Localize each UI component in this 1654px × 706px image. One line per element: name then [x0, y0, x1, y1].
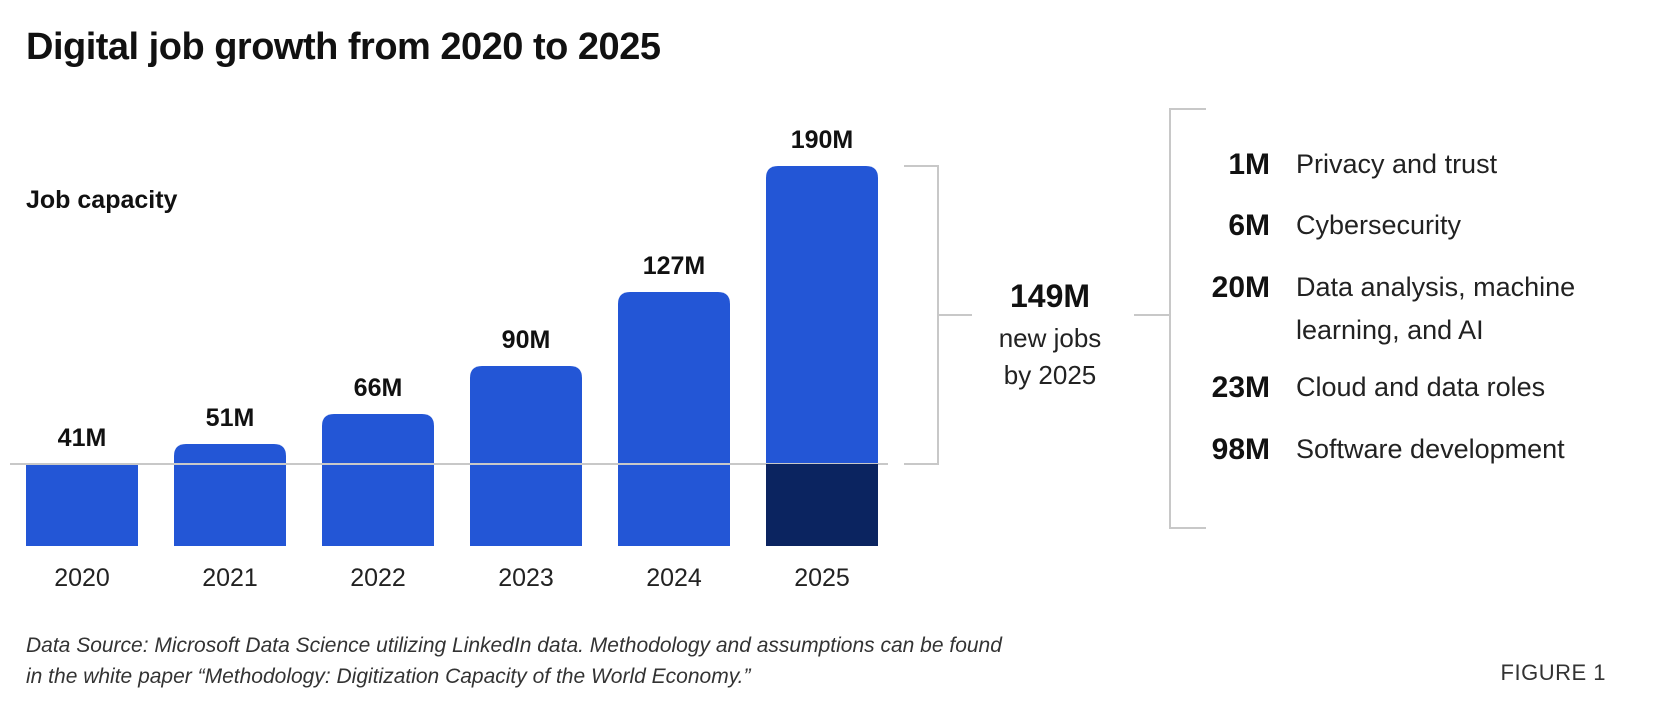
breakdown-item: 1M Privacy and trust	[1160, 146, 1640, 186]
breakdown-value: 98M	[1211, 433, 1270, 466]
new-jobs-caption-line: by 2025	[1003, 360, 1097, 390]
breakdown-value: 23M	[1211, 371, 1270, 404]
breakdown-value: 1M	[1228, 148, 1270, 181]
bar-2022	[322, 414, 434, 546]
bars-layer	[10, 166, 888, 546]
x-tick-label: 2022	[350, 564, 406, 592]
ticks-layer: 2020 2021 2022 2023 2024 2025	[54, 564, 850, 592]
chart-subtitle: Job capacity	[26, 186, 178, 214]
bar-value-label: 51M	[206, 404, 255, 432]
breakdown-item: 23M Cloud and data roles	[1160, 369, 1640, 409]
data-source-footnote: Data Source: Microsoft Data Science util…	[26, 634, 1002, 688]
breakdown-value: 6M	[1228, 209, 1270, 242]
bar-segment-baseline-2025	[766, 464, 878, 546]
breakdown-label: Software development	[1296, 434, 1565, 464]
bar-value-label: 90M	[502, 326, 551, 354]
x-tick-label: 2020	[54, 564, 110, 592]
breakdown-item: 98M Software development	[1160, 431, 1640, 471]
x-tick-label: 2024	[646, 564, 702, 592]
x-tick-label: 2025	[794, 564, 850, 592]
bar-value-label: 127M	[643, 252, 706, 280]
breakdown-item: 6M Cybersecurity	[1160, 207, 1640, 247]
breakdown-label: Data analysis, machine learning, and AI	[1296, 272, 1576, 345]
breakdown-label: Privacy and trust	[1296, 149, 1498, 179]
figure-label: FIGURE 1	[1500, 660, 1606, 685]
new-jobs-total: 149M	[1009, 278, 1091, 314]
breakdown-label: Cloud and data roles	[1296, 372, 1546, 402]
labels-layer: 41M 51M 66M 90M 127M 190M	[58, 126, 854, 452]
bracket-layer	[904, 108, 1206, 529]
x-tick-label: 2023	[498, 564, 554, 592]
bar-2021	[174, 444, 286, 546]
breakdown-bracket	[1169, 108, 1206, 529]
breakdown-label: Cybersecurity	[1296, 210, 1462, 240]
new-jobs-caption-line: new jobs	[998, 323, 1102, 353]
x-tick-label: 2021	[202, 564, 258, 592]
bar-value-label: 66M	[354, 374, 403, 402]
chart-title: Digital job growth from 2020 to 2025	[26, 26, 661, 68]
bar-2020	[26, 464, 138, 546]
breakdown-item: 20M Data analysis, machine learning, and…	[1160, 269, 1640, 352]
bar-2023	[470, 366, 582, 546]
bar-2025	[766, 166, 878, 546]
bar-value-label: 190M	[791, 126, 854, 154]
bar-2024	[618, 292, 730, 546]
breakdown-value: 20M	[1211, 271, 1270, 304]
bar-value-label: 41M	[58, 424, 107, 452]
new-jobs-caption: new jobs by 2025	[975, 320, 1125, 394]
new-jobs-bracket	[904, 165, 939, 465]
